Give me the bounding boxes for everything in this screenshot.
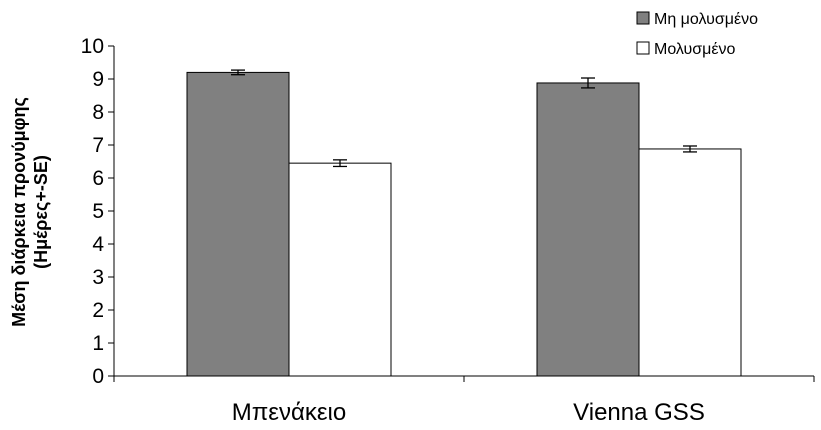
y-tick-label: 5 — [92, 200, 104, 223]
y-tick-label: 9 — [92, 68, 104, 91]
y-tick-label: 1 — [92, 332, 104, 355]
y-ticks: 0 1 2 3 4 5 6 7 8 9 10 — [81, 35, 114, 388]
y-tick-label: 3 — [92, 266, 104, 289]
y-tick-label: 6 — [92, 167, 104, 190]
legend-swatch — [636, 41, 650, 55]
y-axis-label-line-1: Μέση διάρκεια προνύμφης — [9, 97, 29, 327]
y-tick-label: 0 — [92, 365, 104, 388]
legend-swatch — [636, 11, 650, 25]
y-tick-label: 8 — [92, 101, 104, 124]
error-bars — [231, 69, 697, 168]
category-labels: Μπενάκειο Vienna GSS — [232, 399, 705, 426]
y-tick-label: 7 — [92, 134, 104, 157]
bar-infected-0 — [288, 162, 392, 377]
x-category-label: Vienna GSS — [573, 399, 705, 426]
y-tick-label: 10 — [81, 35, 104, 58]
bar-infected-1 — [638, 148, 742, 377]
y-tick-label: 2 — [92, 299, 104, 322]
bars — [186, 71, 742, 377]
x-category-label: Μπενάκειο — [232, 399, 347, 426]
y-axis-label-line-2: (Ημέρες+-SE) — [31, 155, 51, 269]
legend: Μη μολυσμένο Μολυσμένο — [636, 11, 758, 58]
legend-label: Μολυσμένο — [654, 41, 736, 58]
y-tick-label: 4 — [92, 233, 104, 256]
legend-label: Μη μολυσμένο — [654, 11, 758, 28]
bar-uninfected-0 — [186, 71, 290, 377]
bar-uninfected-1 — [536, 82, 640, 377]
y-axis-label: Μέση διάρκεια προνύμφης (Ημέρες+-SE) — [9, 97, 51, 327]
